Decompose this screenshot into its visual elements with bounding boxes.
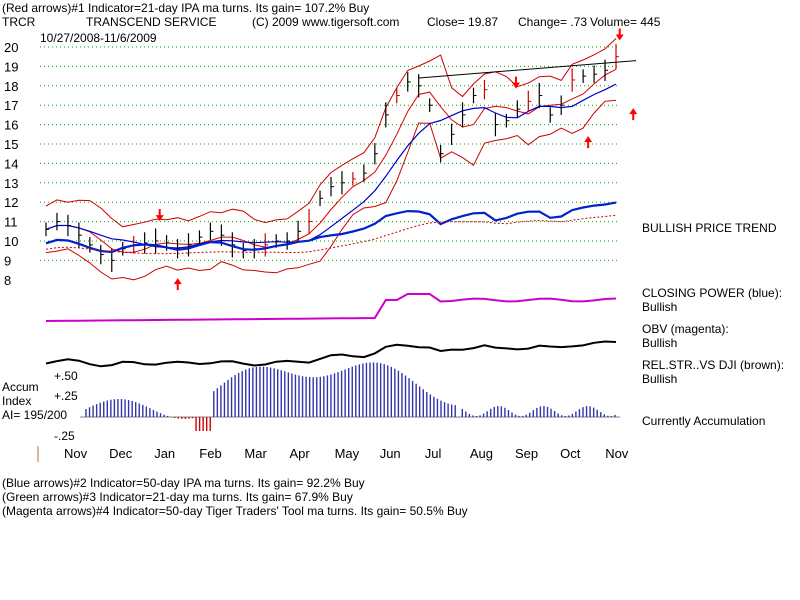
buy-arrow-icon: [584, 136, 593, 149]
y-tick-label: 18: [4, 79, 18, 94]
indicator-3-text: (Green arrows)#3 Indicator=21-day ma tur…: [2, 490, 353, 504]
sell-arrow-icon: [155, 209, 164, 222]
company-name: TRANSCEND SERVICE: [86, 15, 217, 29]
x-tick-label: Nov: [64, 446, 88, 461]
copyright-text: (C) 2009 www.tigersoft.com: [252, 15, 400, 29]
closing-power-value: Bullish: [642, 300, 678, 314]
sell-arrow-icon: [615, 28, 624, 41]
x-tick-label: Feb: [199, 446, 221, 461]
accum-tick-label: +.50: [54, 369, 78, 383]
ma21-line: [45, 68, 617, 253]
accum-index-title: Index: [2, 394, 32, 408]
indicator-4-text: (Magenta arrows)#4 Indicator=50-day Tige…: [2, 504, 468, 518]
x-tick-label: Nov: [605, 446, 629, 461]
ticker-symbol: TRCR: [2, 15, 36, 29]
sell-arrow-icon: [511, 76, 520, 89]
buy-arrow-icon: [173, 278, 182, 291]
relstr-value: Bullish: [642, 372, 678, 386]
y-tick-label: 9: [4, 253, 11, 268]
change-value: Change= .73: [518, 15, 588, 29]
volume-value: Volume= 445: [590, 15, 661, 29]
y-tick-label: 10: [4, 234, 18, 249]
ma50-line: [45, 83, 617, 249]
accum-status: Currently Accumulation: [642, 414, 766, 428]
obv-label: OBV (magenta):: [642, 322, 729, 336]
x-tick-label: Jul: [425, 446, 442, 461]
accum-title: Accum: [2, 380, 39, 394]
x-tick-label: Jan: [154, 446, 175, 461]
y-tick-label: 17: [4, 98, 18, 113]
accum-ai-value: AI= 195/200: [2, 408, 68, 422]
x-tick-label: Oct: [560, 446, 581, 461]
accum-tick-label: -.25: [54, 429, 75, 443]
y-tick-label: 20: [4, 40, 18, 55]
accum-tick-label: +.25: [54, 389, 78, 403]
x-tick-label: Aug: [470, 446, 493, 461]
lower-band-line: [45, 99, 617, 281]
obv-line: [45, 293, 617, 322]
date-range: 10/27/2008-11/6/2009: [40, 31, 157, 45]
y-tick-label: 19: [4, 59, 18, 74]
indicator-1-text: (Red arrows)#1 Indicator=21-day IPA ma t…: [2, 1, 370, 15]
relstr-label: REL.STR..VS DJI (brown):: [642, 358, 785, 372]
obv-value: Bullish: [642, 336, 678, 350]
relstr-line: [45, 340, 617, 368]
closing-power-line: [45, 201, 617, 254]
y-tick-label: 8: [4, 273, 11, 288]
y-tick-label: 13: [4, 176, 18, 191]
y-tick-label: 12: [4, 195, 18, 210]
buy-arrow-icon: [629, 108, 638, 121]
y-tick-label: 11: [4, 215, 18, 230]
x-tick-label: May: [335, 446, 360, 461]
y-tick-label: 15: [4, 137, 18, 152]
x-tick-label: Sep: [515, 446, 538, 461]
y-tick-label: 16: [4, 118, 18, 133]
x-tick-label: Dec: [109, 446, 133, 461]
close-value: Close= 19.87: [427, 15, 499, 29]
price-trend-label: BULLISH PRICE TREND: [642, 221, 777, 235]
y-tick-label: 14: [4, 156, 18, 171]
closing-power-label: CLOSING POWER (blue):: [642, 286, 783, 300]
indicator-2-text: (Blue arrows)#2 Indicator=50-day IPA ma …: [2, 476, 365, 490]
x-tick-label: Jun: [380, 446, 401, 461]
x-tick-label: Mar: [244, 446, 267, 461]
x-tick-label: Apr: [290, 446, 311, 461]
resistance-trendline: [418, 60, 637, 79]
closing-power-ma-line: [45, 214, 617, 255]
upper-band-line: [45, 38, 617, 228]
